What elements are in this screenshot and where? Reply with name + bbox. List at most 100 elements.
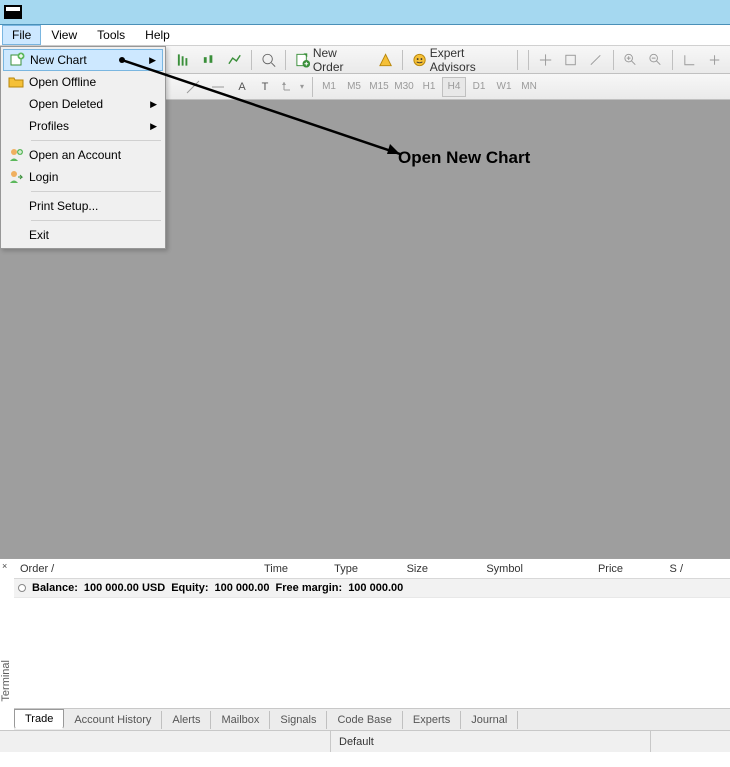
- menu-file[interactable]: File: [2, 25, 41, 45]
- submenu-arrow-icon: ▶: [150, 99, 157, 110]
- file-menu-print-setup[interactable]: Print Setup...: [3, 195, 163, 217]
- equity-value: 100 000.00: [214, 582, 269, 594]
- file-menu-label: Open Deleted: [29, 97, 150, 111]
- terminal-empty-area: [14, 598, 730, 708]
- hline-tool-icon[interactable]: [206, 76, 230, 98]
- col-time[interactable]: Time: [174, 563, 294, 575]
- app-icon: [4, 5, 22, 19]
- timeframe-w1[interactable]: W1: [492, 77, 516, 97]
- terminal-panel: × Terminal Order / Time Type Size Symbol…: [0, 558, 730, 730]
- menu-view[interactable]: View: [41, 25, 87, 45]
- alert-icon[interactable]: [374, 49, 397, 71]
- file-menu-label: Login: [29, 170, 157, 184]
- menu-separator: [31, 191, 161, 192]
- chart-line-icon[interactable]: [223, 49, 246, 71]
- tool-icon[interactable]: [534, 49, 557, 71]
- terminal-tab-account-history[interactable]: Account History: [64, 711, 162, 729]
- terminal-vertical-label: Terminal: [0, 656, 12, 706]
- timeframe-m15[interactable]: M15: [367, 77, 391, 97]
- account-icon: [3, 144, 29, 166]
- terminal-tab-trade[interactable]: Trade: [14, 709, 64, 729]
- row-marker-icon: [18, 584, 26, 592]
- col-order[interactable]: Order /: [14, 563, 174, 575]
- status-empty: [650, 731, 730, 752]
- toolbar-separator: [672, 50, 673, 70]
- terminal-tab-journal[interactable]: Journal: [461, 711, 518, 729]
- login-icon: [3, 166, 29, 188]
- col-size[interactable]: Size: [364, 563, 434, 575]
- menu-help[interactable]: Help: [135, 25, 180, 45]
- menu-tools[interactable]: Tools: [87, 25, 135, 45]
- menu-separator: [31, 140, 161, 141]
- chart-bars-icon[interactable]: [172, 49, 195, 71]
- terminal-tab-experts[interactable]: Experts: [403, 711, 461, 729]
- text-tool-a[interactable]: A: [231, 76, 253, 98]
- toolbar-separator: [251, 50, 252, 70]
- submenu-arrow-icon: ▶: [150, 121, 157, 132]
- timeframe-m30[interactable]: M30: [392, 77, 416, 97]
- zoom-out-icon[interactable]: [644, 49, 667, 71]
- file-menu-label: Exit: [29, 228, 157, 242]
- zoom-chart-icon[interactable]: [257, 49, 280, 71]
- arrow-tool-icon[interactable]: ▾: [277, 76, 308, 98]
- file-menu-new-chart[interactable]: New Chart ▶: [3, 49, 163, 71]
- freemargin-label: Free margin:: [276, 582, 343, 594]
- text-tool-t[interactable]: T: [254, 76, 276, 98]
- balance-value: 100 000.00 USD: [84, 582, 165, 594]
- expert-advisors-label: Expert Advisors: [430, 46, 509, 74]
- new-order-button[interactable]: New Order: [291, 49, 372, 71]
- timeframe-mn[interactable]: MN: [517, 77, 541, 97]
- new-chart-icon: [4, 50, 30, 70]
- timeframe-m1[interactable]: M1: [317, 77, 341, 97]
- menu-separator: [31, 220, 161, 221]
- timeframe-h4[interactable]: H4: [442, 77, 466, 97]
- toolbar-separator: [312, 77, 313, 97]
- balance-label: Balance:: [32, 582, 78, 594]
- submenu-arrow-icon: ▶: [149, 55, 156, 66]
- zoom-in-icon[interactable]: [619, 49, 642, 71]
- toolbar-separator: [285, 50, 286, 70]
- col-price[interactable]: Price: [529, 563, 629, 575]
- statusbar: Default: [0, 730, 730, 752]
- file-menu-exit[interactable]: Exit: [3, 224, 163, 246]
- tool-icon[interactable]: [703, 49, 726, 71]
- timeframe-d1[interactable]: D1: [467, 77, 491, 97]
- tool-icon[interactable]: [559, 49, 582, 71]
- col-symbol[interactable]: Symbol: [434, 563, 529, 575]
- terminal-balance-row[interactable]: Balance: 100 000.00 USD Equity: 100 000.…: [14, 579, 730, 598]
- terminal-tab-mailbox[interactable]: Mailbox: [211, 711, 270, 729]
- expert-advisors-button[interactable]: Expert Advisors: [408, 49, 513, 71]
- toolbar-separator: [517, 50, 518, 70]
- terminal-tab-alerts[interactable]: Alerts: [162, 711, 211, 729]
- new-order-label: New Order: [313, 46, 368, 74]
- file-menu-profiles[interactable]: Profiles ▶: [3, 115, 163, 137]
- timeframe-m5[interactable]: M5: [342, 77, 366, 97]
- file-menu-label: New Chart: [30, 53, 149, 67]
- file-dropdown: New Chart ▶ Open Offline Open Deleted ▶ …: [0, 46, 166, 249]
- terminal-tabs: Trade Account History Alerts Mailbox Sig…: [14, 708, 730, 730]
- file-menu-label: Open Offline: [29, 75, 157, 89]
- annotation-text: Open New Chart: [398, 148, 530, 168]
- folder-icon: [3, 71, 29, 93]
- toolbar-separator: [528, 50, 529, 70]
- menubar: File View Tools Help: [0, 25, 730, 46]
- line-tool-icon[interactable]: [181, 76, 205, 98]
- file-menu-open-offline[interactable]: Open Offline: [3, 71, 163, 93]
- terminal-tab-signals[interactable]: Signals: [270, 711, 327, 729]
- file-menu-open-account[interactable]: Open an Account: [3, 144, 163, 166]
- toolbar-separator: [402, 50, 403, 70]
- file-menu-login[interactable]: Login: [3, 166, 163, 188]
- file-menu-label: Print Setup...: [29, 199, 157, 213]
- terminal-tab-code-base[interactable]: Code Base: [327, 711, 402, 729]
- equity-label: Equity:: [171, 582, 208, 594]
- timeframe-h1[interactable]: H1: [417, 77, 441, 97]
- toolbar-separator: [613, 50, 614, 70]
- chart-candles-icon[interactable]: [197, 49, 220, 71]
- tool-icon[interactable]: [584, 49, 607, 71]
- terminal-close-button[interactable]: ×: [2, 561, 7, 571]
- tool-icon[interactable]: [678, 49, 701, 71]
- col-s[interactable]: S /: [629, 563, 689, 575]
- file-menu-open-deleted[interactable]: Open Deleted ▶: [3, 93, 163, 115]
- file-menu-label: Profiles: [29, 119, 150, 133]
- col-type[interactable]: Type: [294, 563, 364, 575]
